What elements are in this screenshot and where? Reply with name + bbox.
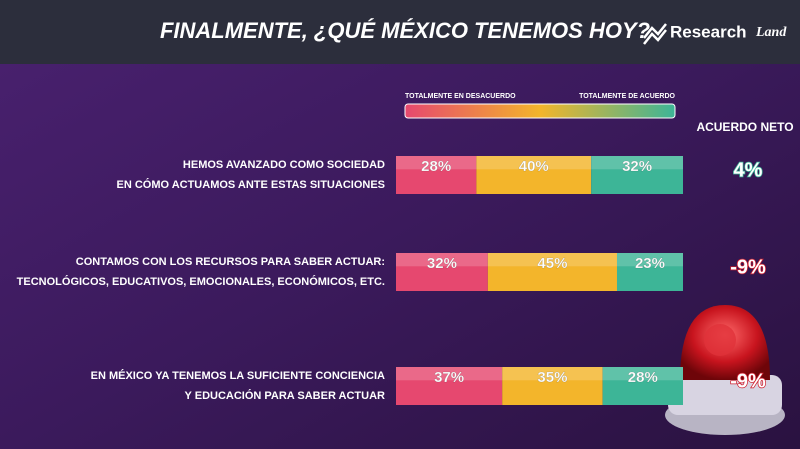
category-label: Y EDUCACIÓN PARA SABER ACTUAR: [185, 389, 386, 402]
bar-segment: [396, 367, 503, 405]
value-label: 32%: [622, 158, 652, 175]
bar-highlight: [502, 367, 603, 381]
category-label: HEMOS AVANZADO COMO SOCIEDAD: [183, 159, 385, 171]
category-label: CONTAMOS CON LOS RECURSOS PARA SABER ACT…: [76, 256, 385, 268]
header: [0, 0, 800, 64]
bar-segment: [396, 253, 488, 291]
bar-highlight: [396, 156, 477, 170]
value-label: 35%: [537, 369, 567, 386]
bar-segment: [616, 253, 683, 291]
logo: Research Land: [643, 22, 787, 45]
bar-segment: [476, 156, 592, 194]
bar-segment: [487, 253, 617, 291]
bar-highlight: [591, 156, 683, 170]
value-label: 23%: [635, 255, 665, 272]
net-header: ACUERDO NETO: [696, 120, 793, 134]
bar-segment: [602, 367, 683, 405]
bar-highlight: [476, 156, 592, 170]
scale-bar: [404, 103, 676, 119]
logo-text: Land: [755, 25, 787, 40]
bar-highlight: [396, 367, 503, 381]
net-value: -9%: [730, 370, 766, 392]
bar-highlight: [396, 253, 488, 267]
value-label: 37%: [434, 369, 464, 386]
bar-segment: [502, 367, 603, 405]
bar-highlight: [602, 367, 683, 381]
category-label: TECNOLÓGICOS, EDUCATIVOS, EMOCIONALES, E…: [17, 275, 385, 288]
value-label: 45%: [537, 255, 567, 272]
value-label: 28%: [421, 158, 451, 175]
bar-highlight: [616, 253, 683, 267]
logo-text: Research: [670, 22, 747, 41]
value-label: 40%: [519, 158, 549, 175]
value-label: 28%: [628, 369, 658, 386]
net-value: -9%: [730, 256, 766, 278]
alarm-light: [665, 305, 785, 435]
net-value: 4%: [734, 159, 763, 181]
bar-highlight: [487, 253, 617, 267]
category-label: EN CÓMO ACTUAMOS ANTE ESTAS SITUACIONES: [117, 178, 386, 191]
bar-segment: [396, 156, 477, 194]
category-label: EN MÉXICO YA TENEMOS LA SUFICIENTE CONCI…: [91, 369, 385, 382]
title: FINALMENTE, ¿QUÉ MÉXICO TENEMOS HOY?: [160, 18, 650, 43]
value-label: 32%: [427, 255, 457, 272]
bar-segment: [591, 156, 683, 194]
legend-label: TOTALMENTE DE ACUERDO: [579, 93, 675, 100]
logo-icon: [643, 23, 667, 45]
legend-label: TOTALMENTE EN DESACUERDO: [405, 93, 516, 100]
